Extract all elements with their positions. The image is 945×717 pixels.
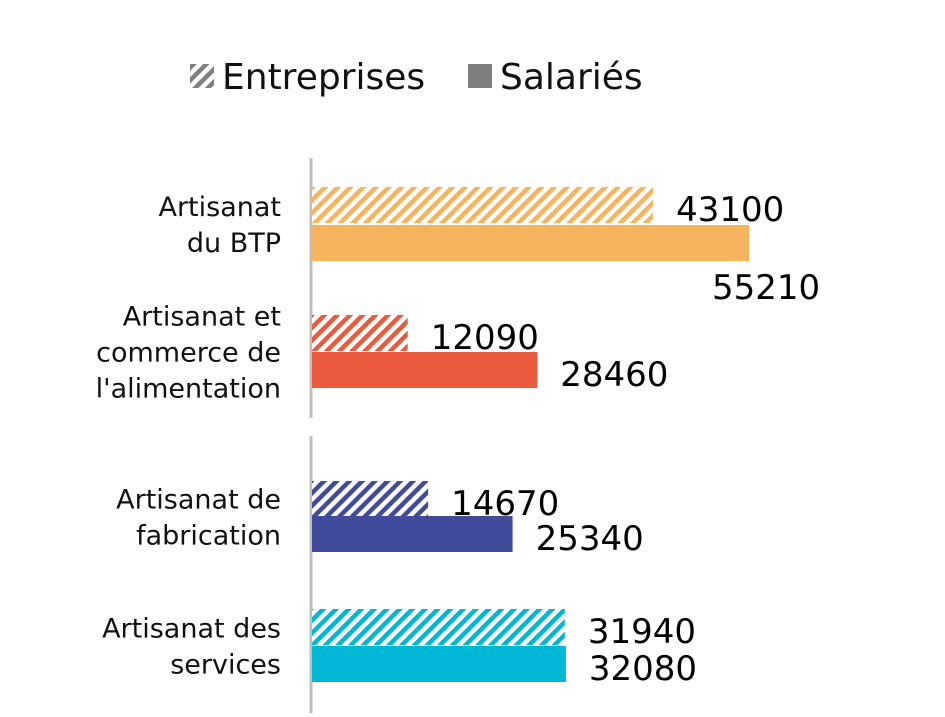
bar-entreprises-4 [312, 609, 565, 645]
bar-entreprises-1 [312, 187, 654, 223]
value-label-entreprises-4: 31940 [588, 612, 696, 652]
legend-item-salaries: Salariés [468, 57, 643, 98]
category-label-3: Artisanat de fabrication [116, 485, 281, 552]
value-label-salaries-2: 28460 [560, 355, 668, 395]
value-label-salaries-4: 32080 [589, 649, 697, 689]
category-label-line: Artisanat et [123, 302, 281, 333]
labels: 43100 55210 Artisanat du BTP 12090 28460 Artis… [96, 190, 821, 689]
value-label-entreprises-3: 14670 [451, 484, 559, 524]
value-label-entreprises-1: 43100 [676, 190, 784, 230]
bars [312, 187, 749, 682]
bar-entreprises-2 [312, 315, 408, 351]
category-label-line: commerce de [96, 338, 281, 369]
legend-item-entreprises: Entreprises [190, 57, 425, 98]
category-label-1: Artisanat du BTP [158, 192, 281, 259]
bar-entreprises-3 [312, 481, 429, 517]
legend-label-entreprises: Entreprises [222, 57, 425, 98]
category-label-line: Artisanat [158, 192, 281, 223]
category-label-2: Artisanat et commerce de l'alimentation [96, 302, 281, 405]
value-label-salaries-3: 25340 [536, 519, 644, 559]
legend-label-salaries: Salariés [500, 57, 643, 98]
value-label-entreprises-2: 12090 [431, 318, 539, 358]
bar-salaries-2 [312, 352, 538, 388]
legend-swatch-salaries [468, 64, 492, 88]
category-label-line: Artisanat de [116, 485, 281, 516]
value-label-salaries-1: 55210 [712, 268, 820, 308]
bar-salaries-4 [312, 646, 566, 682]
legend: Entreprises Salariés [190, 57, 643, 98]
category-label-line: services [170, 650, 281, 681]
bar-salaries-3 [312, 516, 513, 552]
category-label-line: fabrication [136, 521, 281, 552]
bar-salaries-1 [312, 225, 749, 261]
category-label-line: du BTP [187, 228, 281, 259]
category-label-line: l'alimentation [96, 374, 281, 405]
legend-swatch-entreprises [190, 64, 214, 88]
category-label-4: Artisanat des services [102, 614, 281, 681]
category-label-line: Artisanat des [102, 614, 281, 645]
